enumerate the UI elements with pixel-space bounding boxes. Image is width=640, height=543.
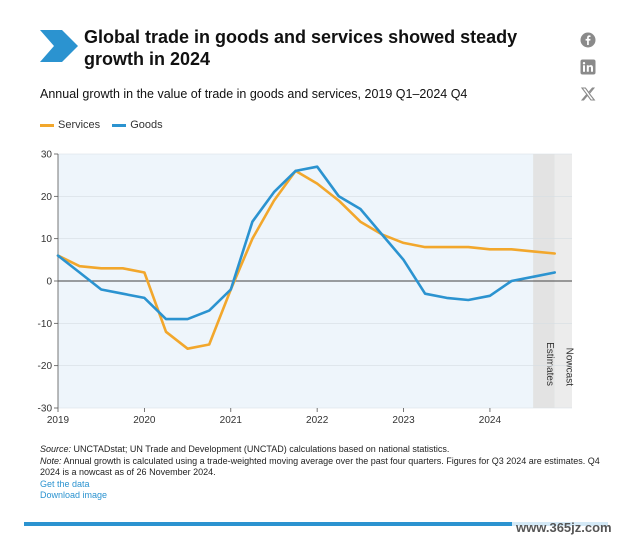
download-image-link[interactable]: Download image [40, 490, 108, 500]
legend-goods-label: Goods [130, 119, 163, 131]
chart-card: Global trade in goods and services showe… [24, 14, 608, 525]
x-tick-label: 2022 [306, 415, 329, 426]
chevron-logo-icon [40, 30, 78, 62]
facebook-icon[interactable] [580, 32, 596, 48]
linkedin-icon[interactable] [580, 59, 596, 75]
note-text: Annual growth is calculated using a trad… [40, 455, 600, 478]
page-title: Global trade in goods and services showe… [84, 27, 518, 69]
y-tick-label: 20 [41, 192, 53, 203]
legend-item-goods: Goods [112, 119, 163, 131]
x-tick-label: 2021 [220, 415, 243, 426]
legend-item-services: Services [40, 119, 100, 131]
x-tick-label: 2024 [479, 415, 502, 426]
series-line-services [56, 169, 556, 350]
y-tick-label: 30 [41, 150, 53, 161]
y-tick-label: -30 [38, 404, 53, 415]
note-label: Note: [40, 455, 62, 466]
source-note: Source: UNCTADstat; UN Trade and Develop… [40, 444, 600, 456]
x-icon[interactable] [580, 86, 596, 102]
x-tick-label: 2020 [133, 415, 156, 426]
x-tick-label: 2019 [47, 415, 70, 426]
x-tick-label: 2023 [392, 415, 415, 426]
y-tick-label: 10 [41, 234, 53, 245]
services-swatch [40, 123, 54, 127]
method-note: Note: Annual growth is calculated using … [40, 456, 600, 479]
shaded-region-label: Estimates [544, 342, 555, 386]
shaded-region-label: Nowcast [563, 348, 574, 387]
y-tick-label: -10 [38, 319, 53, 330]
goods-swatch [112, 123, 127, 127]
bottom-accent-bar [24, 522, 608, 526]
chart-legend: Services Goods [40, 119, 163, 131]
watermark: www.365jz.com [512, 520, 616, 535]
chart-notes: Source: UNCTADstat; UN Trade and Develop… [40, 444, 600, 502]
y-tick-label: -20 [38, 361, 53, 372]
source-label: Source: [40, 444, 72, 454]
get-data-link[interactable]: Get the data [40, 478, 90, 489]
series-line-goods [56, 165, 556, 321]
legend-services-label: Services [58, 119, 101, 131]
chart-subtitle: Annual growth in the value of trade in g… [40, 87, 468, 101]
source-text: UNCTADstat; UN Trade and Development (UN… [71, 444, 450, 454]
y-tick-label: 0 [46, 277, 52, 288]
